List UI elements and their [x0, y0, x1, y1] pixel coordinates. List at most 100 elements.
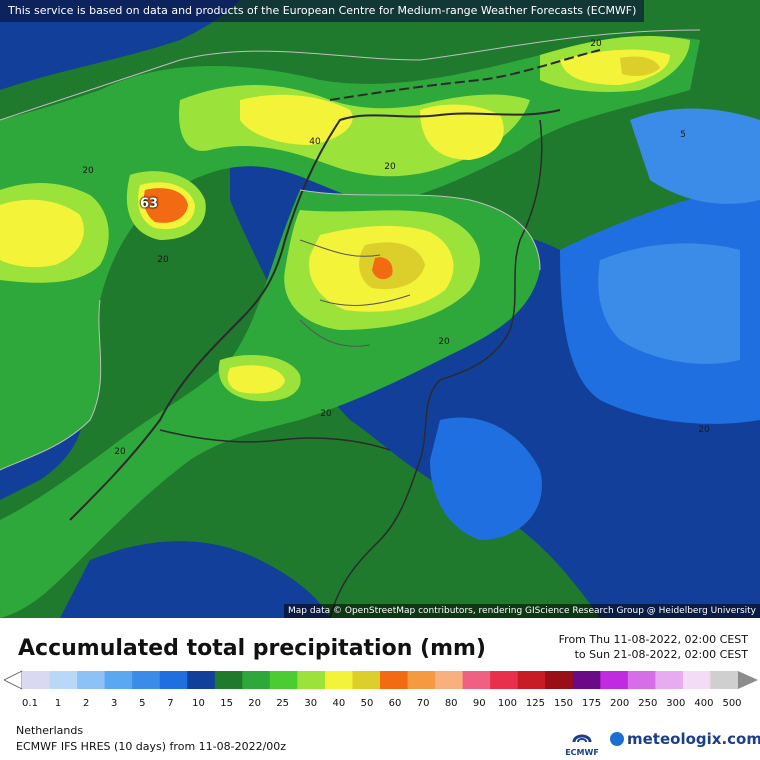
- area-20mm-north: [0, 36, 700, 471]
- scale-tick-label: 400: [694, 698, 714, 709]
- contour-label: 20: [384, 162, 396, 172]
- area-40mm-south: [227, 365, 285, 394]
- region-name: Netherlands: [16, 724, 84, 737]
- area-7mm-south: [430, 417, 542, 540]
- contour-label: 40: [309, 137, 321, 147]
- wadden-islands: [329, 49, 601, 101]
- area-10mm-south: [60, 541, 330, 618]
- area-60mm-max: [143, 188, 188, 223]
- scale-tick-label: 60: [388, 698, 402, 709]
- area-5mm: [598, 243, 740, 364]
- area-5mm-ne: [630, 108, 760, 204]
- scale-tick-label: 7: [167, 698, 174, 709]
- scale-swatch: [490, 671, 519, 689]
- scale-swatch: [214, 671, 243, 689]
- maximum-value-label: 63: [139, 196, 159, 212]
- scale-swatch: [187, 671, 216, 689]
- contour-label: 20: [157, 255, 169, 265]
- precipitation-field: [0, 0, 760, 618]
- scale-swatch: [77, 671, 106, 689]
- scale-tick-label: 175: [582, 698, 602, 709]
- scale-swatch: [655, 671, 684, 689]
- forecast-period: From Thu 11-08-2022, 02:00 CEST to Sun 2…: [559, 632, 748, 662]
- scale-tick-label: 150: [553, 698, 574, 709]
- scale-tick-label: 200: [610, 698, 630, 709]
- scale-tick-label: 80: [444, 698, 458, 709]
- ecmwf-notice: This service is based on data and produc…: [0, 0, 645, 22]
- scale-swatch: [710, 671, 739, 689]
- scale-tick-label: 500: [722, 698, 742, 709]
- scale-tick-label: 100: [497, 698, 517, 709]
- scale-tick-label: 25: [276, 698, 290, 709]
- contour-label: 20: [114, 447, 126, 457]
- contour-20-north: [0, 29, 701, 121]
- area-50mm-center: [359, 242, 425, 290]
- meteologix-brand: meteologix.com: [627, 730, 760, 748]
- precipitation-map[interactable]: This service is based on data and produc…: [0, 0, 760, 618]
- scale-tick-label: 1: [54, 698, 62, 709]
- scale-tick-label: 125: [525, 698, 545, 709]
- area-50mm-ne: [620, 56, 660, 76]
- coastline: [69, 109, 561, 521]
- scale-tick-label: 300: [666, 698, 686, 709]
- border-be: [159, 429, 391, 451]
- area-40mm-west: [0, 199, 84, 268]
- scale-swatch: [572, 671, 601, 689]
- map-attribution[interactable]: Map data © OpenStreetMap contributors, r…: [284, 604, 760, 618]
- scale-swatch: [380, 671, 409, 689]
- scale-swatch: [435, 671, 464, 689]
- contour-label: 20: [82, 166, 94, 176]
- scale-swatch: [269, 671, 298, 689]
- ecmwf-logo: ECMWF: [562, 730, 602, 758]
- map-title: Accumulated total precipitation (mm): [18, 636, 486, 661]
- meteologix-logo[interactable]: meteologix.com: [610, 730, 760, 748]
- area-40mm-coast-east: [420, 104, 504, 160]
- contour-label: 5: [680, 130, 686, 140]
- scale-swatch: [49, 671, 78, 689]
- scale-tick-label: 5: [139, 698, 146, 709]
- contour-label: 20: [438, 337, 450, 347]
- scale-swatch: [104, 671, 133, 689]
- scale-swatch: [517, 671, 546, 689]
- scale-swatch: [159, 671, 188, 689]
- period-to: to Sun 21-08-2022, 02:00 CEST: [574, 648, 748, 661]
- scale-tick-label: 70: [416, 698, 430, 709]
- scale-tick-label: 20: [248, 698, 261, 709]
- scale-tick-label: 40: [332, 698, 346, 709]
- contour-label: 20: [590, 39, 602, 49]
- scale-tick-label: 30: [304, 698, 318, 709]
- scale-tick-label: 50: [360, 698, 374, 709]
- scale-over-arrow: [738, 671, 758, 689]
- scale-tick-label: 3: [111, 698, 118, 709]
- border-de: [329, 119, 543, 618]
- model-run: ECMWF IFS HRES (10 days) from 11-08-2022…: [16, 740, 287, 753]
- scale-swatch: [352, 671, 381, 689]
- period-from: From Thu 11-08-2022, 02:00 CEST: [558, 633, 748, 646]
- area-60mm-center: [372, 257, 393, 280]
- area-10mm-north: [0, 0, 240, 90]
- scale-under-arrow: [4, 670, 23, 690]
- meteologix-logo-icon: [610, 732, 624, 746]
- scale-swatch: [600, 671, 629, 689]
- scale-swatch: [545, 671, 574, 689]
- scale-tick-label: 90: [472, 698, 486, 709]
- legend-panel: Accumulated total precipitation (mm) Fro…: [0, 618, 760, 760]
- province-borders: [299, 239, 411, 347]
- scale-swatch: [132, 671, 161, 689]
- scale-tick-label: 0.1: [22, 698, 38, 709]
- color-scale-bar: [4, 670, 758, 690]
- color-scale-ticks: 0.1 1 2 3 5 7 10 15 20 25 30 40 50 60 70 80 90 100 125 150 1…: [0, 698, 760, 712]
- ecmwf-logo-text: ECMWF: [565, 748, 599, 757]
- scale-swatch: [242, 671, 271, 689]
- scale-tick-label: 2: [83, 698, 90, 709]
- contour-label: 20: [320, 409, 332, 419]
- scale-swatch: [462, 671, 491, 689]
- scale-swatch: [407, 671, 436, 689]
- scale-swatch: [627, 671, 656, 689]
- scale-tick-label: 10: [192, 698, 205, 709]
- contour-20-center: [299, 189, 541, 271]
- area-40mm-coast: [240, 94, 353, 145]
- scale-swatch: [324, 671, 353, 689]
- contour-20-west: [0, 299, 102, 471]
- ecmwf-logo-icon: [572, 734, 592, 743]
